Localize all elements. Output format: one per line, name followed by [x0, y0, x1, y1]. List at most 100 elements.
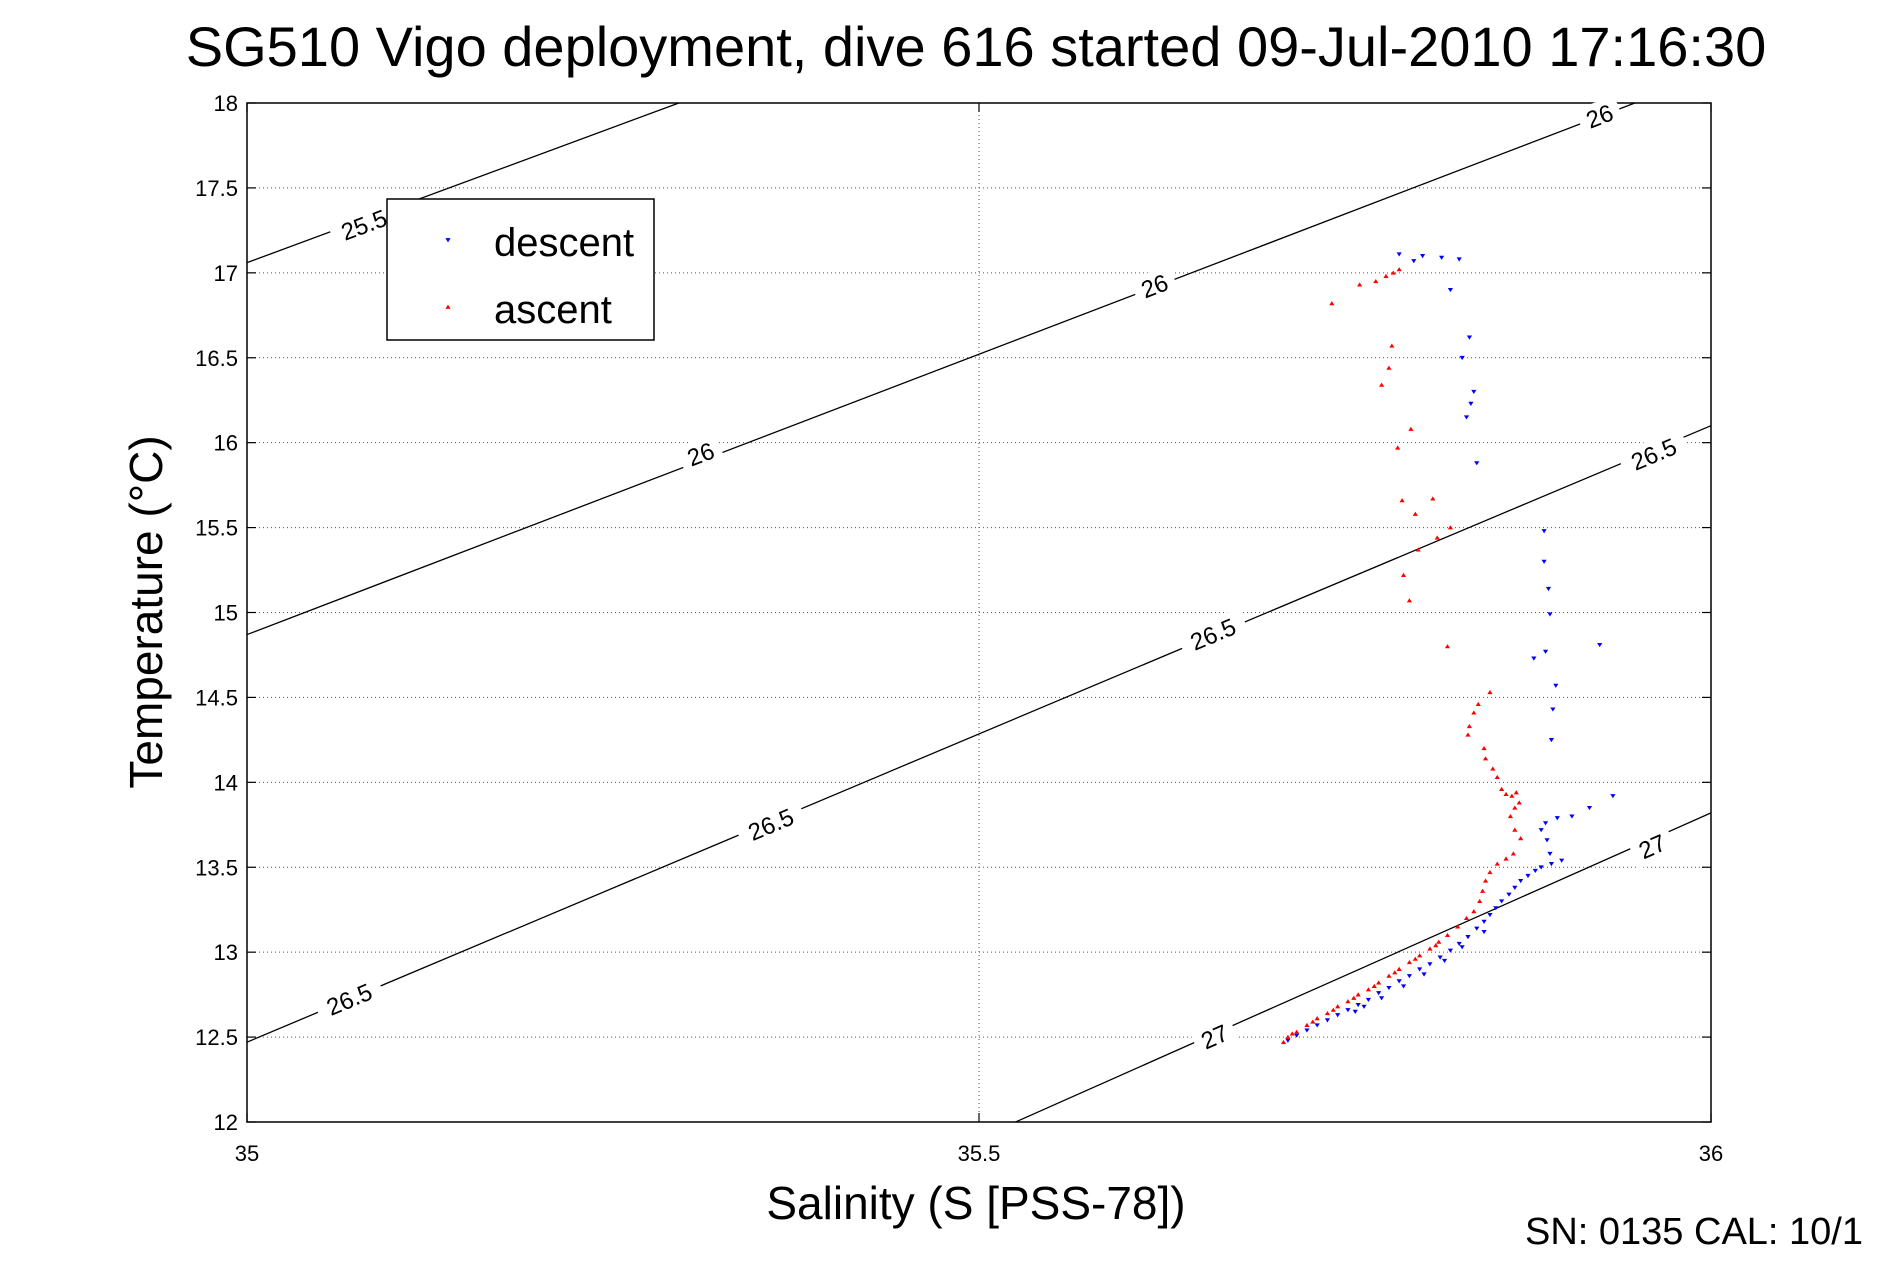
descent-point [1427, 962, 1433, 967]
ascent-point [1477, 898, 1483, 904]
x-axis-label: Salinity (S [PSS-78]) [766, 1177, 1185, 1229]
ascent-point [1351, 995, 1357, 1000]
isopycnal-line [246, 102, 1636, 636]
ascent-point [1444, 644, 1451, 649]
descent-point [1466, 335, 1473, 340]
descent-point [1355, 1002, 1361, 1008]
ascent-point [1396, 267, 1402, 272]
ascent-point [1490, 766, 1496, 771]
y-tick-label: 13 [214, 940, 238, 965]
descent-point [1456, 941, 1462, 947]
y-tick-label: 16 [214, 431, 238, 456]
ascent-point [1400, 572, 1407, 577]
descent-point [1547, 851, 1553, 857]
descent-point [1542, 649, 1549, 654]
descent-point [1386, 986, 1392, 991]
ascent-point [1396, 966, 1402, 971]
descent-point [1545, 586, 1552, 592]
descent-point [1506, 892, 1512, 897]
ascent-point [1392, 970, 1398, 975]
descent-point [1512, 885, 1518, 890]
descent-point [1531, 656, 1537, 661]
data-points [1280, 252, 1616, 1044]
ascent-point [1395, 445, 1401, 450]
ascent-point [1314, 1016, 1320, 1021]
descent-point [1518, 879, 1524, 884]
chart-title: SG510 Vigo deployment, dive 616 started … [186, 15, 1767, 78]
ascent-point [1499, 786, 1505, 791]
descent-point [1441, 958, 1448, 963]
ascent-point [1304, 1022, 1310, 1028]
descent-point [1541, 559, 1547, 564]
ascent-point [1430, 496, 1436, 501]
isopycnal-line [246, 102, 680, 264]
ascent-point [1324, 1010, 1331, 1016]
descent-point [1559, 858, 1565, 863]
ascent-point [1518, 836, 1524, 841]
descent-point [1459, 945, 1465, 950]
descent-point [1538, 865, 1544, 870]
descent-point [1525, 873, 1531, 879]
descent-point [1499, 899, 1505, 904]
y-tick-label: 12 [214, 1110, 238, 1135]
y-axis-label: Temperature (°C) [120, 435, 172, 788]
ascent-point [1471, 710, 1477, 715]
isopycnal-line [1015, 812, 1712, 1123]
descent-point [1481, 919, 1487, 924]
ascent-point [1482, 878, 1489, 883]
ascent-point [1503, 856, 1509, 861]
descent-point [1465, 935, 1471, 940]
ascent-point [1329, 301, 1335, 306]
ascent-point [1379, 382, 1385, 387]
isopycnal-label-gap [1616, 427, 1692, 482]
descent-point [1294, 1033, 1300, 1038]
descent-point [1447, 287, 1454, 293]
ascent-point [1417, 953, 1423, 958]
descent-point [1542, 821, 1549, 826]
ascent-point [1494, 861, 1500, 866]
y-tick-label: 15.5 [195, 516, 238, 541]
y-tick-label: 18 [214, 91, 238, 116]
descent-point [1493, 906, 1499, 911]
ascent-point [1294, 1029, 1300, 1034]
descent-point [1471, 389, 1477, 395]
descent-point [1419, 254, 1426, 259]
isopycnal-label-gap [1189, 1014, 1240, 1060]
descent-point [1544, 838, 1550, 843]
ascent-point [1447, 525, 1454, 530]
ascent-point [1355, 992, 1361, 997]
ascent-point [1406, 960, 1413, 965]
ascent-point [1513, 790, 1519, 795]
legend-marker-descent [445, 238, 451, 243]
x-tick-label: 36 [1699, 1141, 1723, 1166]
axis-ticks: 35 35.5 36 12 12.5 13 13.5 14 14.5 15 15.5 16 16.5 17… [195, 91, 1723, 1166]
ascent-point [1390, 270, 1396, 275]
descent-point [1365, 997, 1372, 1003]
descent-point [1396, 252, 1402, 257]
descent-point [1569, 814, 1575, 819]
descent-point [1335, 1013, 1341, 1018]
legend-marker-ascent [445, 304, 451, 309]
ascent-point [1466, 723, 1473, 729]
ascent-point [1412, 956, 1418, 961]
descent-point [1396, 979, 1402, 984]
descent-point [1324, 1018, 1331, 1023]
x-tick-label: 35.5 [958, 1141, 1001, 1166]
ascent-point [1465, 732, 1471, 737]
descent-point [1376, 991, 1382, 996]
descent-point [1400, 984, 1407, 989]
ascent-legend-marker-shape [445, 304, 451, 309]
legend-label-descent: descent [494, 221, 634, 265]
isopycnal-label-gap [1129, 264, 1180, 308]
descent-point [1304, 1028, 1310, 1033]
descent-point [1437, 955, 1443, 960]
ascent-point [1386, 973, 1392, 978]
isopycnal-label-gap [1176, 607, 1251, 662]
ascent-point [1434, 535, 1440, 540]
ascent-point [1376, 980, 1382, 985]
descent-point [1447, 948, 1454, 953]
ascent-point [1373, 278, 1379, 284]
isopycnal-label-gap [1574, 95, 1625, 139]
descent-point [1314, 1023, 1320, 1028]
isopycnal-label-gap [327, 199, 402, 252]
